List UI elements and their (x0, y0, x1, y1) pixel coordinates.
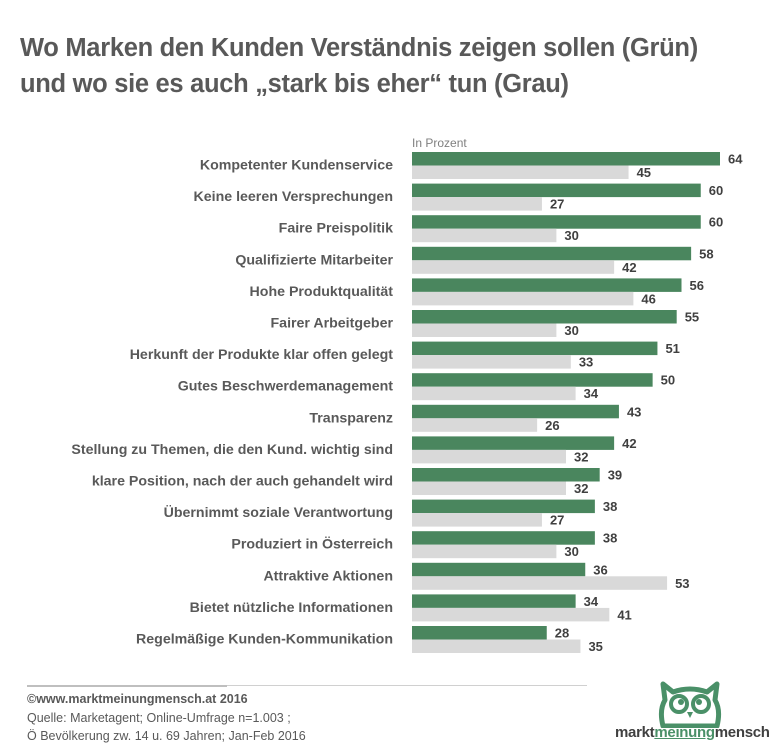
bar-grey (412, 481, 566, 495)
bar-grey (412, 418, 538, 432)
brand-logo: marktmeinungmensch (615, 680, 775, 750)
bar-chart: Kompetenter Kundenservice 64 45 Keine leere… (71, 152, 743, 655)
value-label-green: 34 (584, 594, 599, 609)
value-label-grey: 46 (641, 291, 655, 306)
bar-green (412, 594, 576, 608)
logo-part-mensch: mensch (714, 724, 770, 741)
bar-grey (412, 449, 566, 464)
chart-title: Wo Marken den Kunden Verständnis zeigen … (20, 30, 770, 102)
value-label-green: 51 (665, 341, 679, 356)
logo-part-markt: markt (615, 724, 655, 741)
bar-green (412, 562, 586, 577)
value-label-grey: 53 (675, 576, 689, 591)
value-label-grey: 30 (564, 323, 578, 338)
bar-grey (412, 544, 557, 559)
bar-grey (412, 386, 576, 401)
footer-divider (27, 685, 227, 687)
value-label-green: 39 (608, 468, 622, 483)
source-line-2: Ö Bevölkerung zw. 14 u. 69 Jahren; Jan-F… (27, 729, 306, 743)
bar-green (412, 404, 619, 419)
value-label-grey: 32 (574, 481, 588, 496)
value-label-green: 55 (685, 310, 699, 325)
category-label: klare Position, nach der auch gehandelt … (92, 474, 393, 490)
value-label-grey: 35 (588, 639, 602, 654)
bar-green (412, 278, 682, 292)
bar-green (412, 246, 692, 261)
value-label-green: 43 (627, 404, 641, 419)
value-label-grey: 30 (564, 544, 578, 559)
value-label-grey: 32 (574, 449, 588, 464)
bar-grey (412, 291, 634, 306)
bar-grey (412, 260, 615, 274)
value-label-green: 42 (622, 436, 636, 451)
category-label: Produziert in Österreich (231, 536, 393, 553)
value-label-grey: 30 (564, 228, 578, 243)
bar-green (412, 626, 547, 640)
bar-grey (412, 355, 571, 369)
source-line-1: Quelle: Marketagent; Online-Umfrage n=1.… (27, 711, 291, 725)
bar-green (412, 310, 677, 324)
category-label: Übernimmt soziale Verantwortung (164, 504, 393, 521)
logo-wordmark: marktmeinungmensch (615, 724, 770, 741)
bar-green (412, 436, 615, 450)
title-line-1: Wo Marken den Kunden Verständnis zeigen … (20, 34, 698, 62)
bar-grey (412, 323, 557, 337)
value-label-grey: 26 (545, 418, 559, 433)
bar-grey (412, 165, 629, 179)
value-label-green: 58 (699, 246, 713, 261)
value-label-green: 50 (661, 373, 675, 388)
value-label-grey: 45 (637, 165, 651, 180)
category-label: Fairer Arbeitgeber (271, 316, 394, 332)
category-label: Hohe Produktqualität (250, 284, 394, 300)
title-line-2: und wo sie es auch „stark bis eher“ tun … (20, 70, 569, 98)
value-label-grey: 27 (550, 197, 564, 212)
bar-green (412, 152, 720, 166)
category-label: Gutes Beschwerdemanagement (178, 379, 394, 395)
value-label-green: 38 (603, 531, 617, 546)
value-label-green: 60 (709, 183, 723, 198)
bar-grey (412, 513, 542, 527)
value-label-grey: 41 (617, 607, 631, 622)
owl-icon (658, 681, 722, 728)
category-label: Stellung zu Themen, die den Kund. wichti… (71, 442, 393, 458)
value-label-grey: 34 (584, 386, 599, 401)
bar-green (412, 341, 658, 356)
bar-grey (412, 228, 557, 243)
bar-grey (412, 639, 581, 653)
category-label: Faire Preispolitik (279, 221, 393, 237)
bar-green (412, 499, 595, 514)
value-label-green: 64 (728, 152, 743, 167)
bar-grey (412, 576, 668, 590)
value-label-green: 60 (709, 215, 723, 230)
category-label: Herkunft der Produkte klar offen gelegt (130, 347, 394, 363)
value-label-green: 56 (690, 278, 704, 293)
value-label-green: 38 (603, 499, 617, 514)
category-label: Keine leeren Versprechungen (194, 189, 394, 205)
bar-green (412, 183, 701, 198)
copyright: ©www.marktmeinungmensch.at 2016 (27, 692, 248, 706)
value-label-grey: 33 (579, 355, 593, 370)
value-label-grey: 42 (622, 260, 636, 275)
category-label: Attraktive Aktionen (263, 568, 393, 584)
footer-divider-thin (227, 685, 587, 686)
value-label-green: 36 (593, 562, 607, 577)
category-label: Bietet nützliche Informationen (190, 600, 393, 616)
category-label: Kompetenter Kundenservice (200, 158, 393, 174)
bar-green (412, 215, 701, 229)
category-label: Regelmäßige Kunden-Kommunikation (136, 632, 393, 648)
bar-green (412, 373, 653, 387)
category-label: Transparenz (309, 410, 393, 426)
value-label-green: 28 (555, 626, 569, 641)
bar-grey (412, 607, 610, 622)
logo-part-meinung: meinung (654, 724, 715, 741)
value-label-grey: 27 (550, 513, 564, 528)
bar-green (412, 468, 600, 482)
bar-green (412, 531, 595, 545)
category-label: Qualifizierte Mitarbeiter (235, 252, 393, 268)
bar-grey (412, 197, 542, 211)
unit-label: In Prozent (412, 136, 467, 150)
